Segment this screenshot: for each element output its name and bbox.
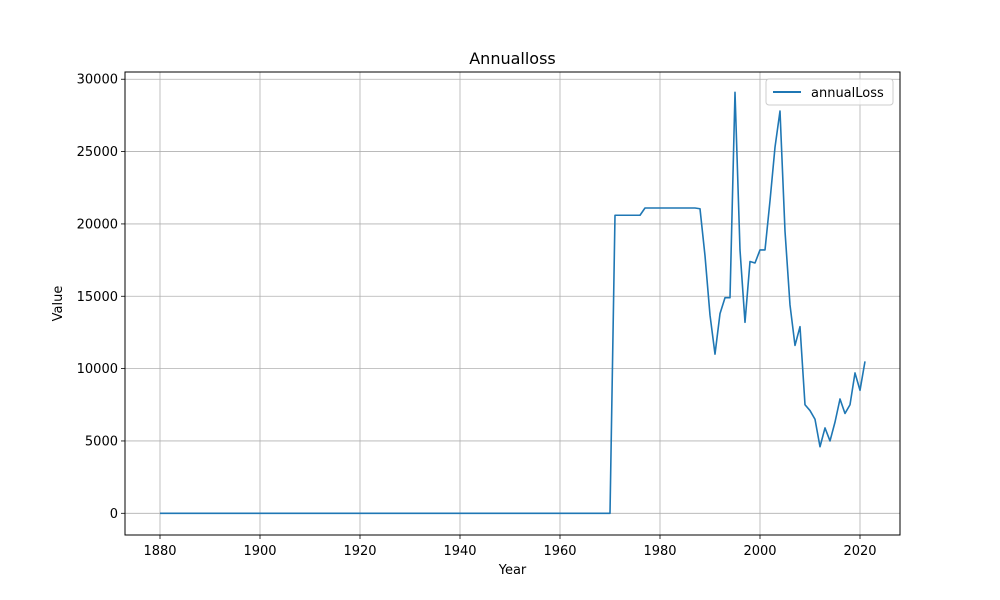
legend-label-annualLoss: annualLoss [811,86,884,101]
x-tick-label: 1880 [143,544,176,559]
x-axis-label: Year [498,563,527,578]
legend-box [765,78,894,106]
x-tick-label: 1900 [243,544,276,559]
plot-frame [124,71,901,536]
y-axis: 0 5000 10000 15000 20000 25000 30000 [77,73,125,522]
chart-title: Annualloss [469,49,556,68]
y-tick-label: 30000 [77,73,118,88]
y-tick-label: 15000 [77,290,118,305]
x-tick-label: 2000 [743,544,776,559]
y-tick-label: 25000 [77,145,118,160]
y-tick-label: 20000 [77,217,118,232]
y-tick-label: 10000 [77,362,118,377]
x-axis: 1880 1900 1920 1940 1960 1980 2000 2020 [143,535,877,559]
y-tick-label: 0 [110,507,118,522]
x-tick-label: 1940 [443,544,476,559]
series-line-annualLoss [160,91,866,515]
y-tick-label: 5000 [85,434,118,449]
x-tick-label: 1960 [543,544,576,559]
x-tick-label: 1920 [343,544,376,559]
x-tick-label: 1980 [643,544,676,559]
x-tick-label: 2020 [843,544,876,559]
series-layer [160,91,866,515]
y-axis-label: Value [51,286,66,322]
legend: annualLoss [765,78,894,106]
